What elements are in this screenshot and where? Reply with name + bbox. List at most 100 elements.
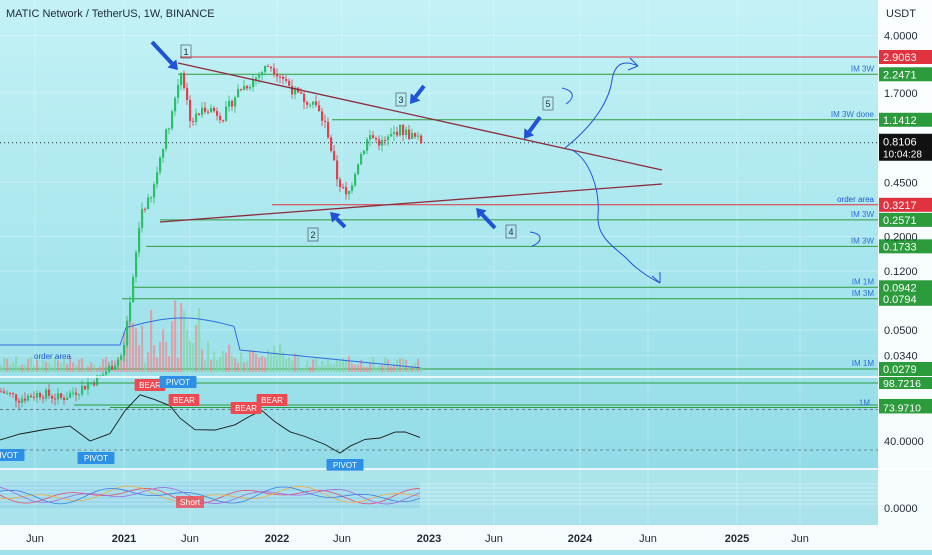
x-tick-label: 2021 xyxy=(112,533,136,545)
level-price-badge xyxy=(879,291,932,306)
volume-bar xyxy=(42,360,45,372)
candle-body xyxy=(132,277,135,303)
volume-bar xyxy=(156,357,159,372)
candle-body xyxy=(408,129,411,140)
volume-bar xyxy=(6,358,9,372)
volume-bar xyxy=(351,363,354,372)
volume-bar xyxy=(363,366,366,372)
level-price-badge xyxy=(879,362,932,376)
volume-bar xyxy=(288,357,291,372)
volume-bar xyxy=(195,325,198,372)
candle-body xyxy=(231,101,234,107)
pivot-signal-badge xyxy=(326,459,364,471)
wave-marker-box xyxy=(542,96,554,111)
candle-body xyxy=(222,120,225,122)
y-tick-label: 4.0000 xyxy=(884,31,918,43)
wave-marker-label: 4 xyxy=(508,227,513,237)
candle-body xyxy=(345,187,348,195)
candle-body xyxy=(288,80,291,86)
volume-bar xyxy=(177,357,180,372)
level-price-label: 0.0279 xyxy=(883,364,917,376)
candle-body xyxy=(96,375,99,386)
signal-label: BEAR xyxy=(261,396,283,405)
countdown-label: 10:04:28 xyxy=(883,150,922,161)
candle-body xyxy=(270,66,273,69)
candle-body xyxy=(180,73,183,86)
descending-trendline[interactable] xyxy=(177,62,663,171)
oscillator-layer: 98.721676.504573.97101M40.0000BEARPIVOTB… xyxy=(0,376,932,471)
volume-bar xyxy=(96,367,99,372)
annotation-arrow-shaft xyxy=(527,115,542,133)
volume-bar xyxy=(357,364,360,372)
candle-body xyxy=(291,85,294,95)
level-price-badge xyxy=(879,212,932,227)
candle-body xyxy=(363,150,366,154)
grid-layer xyxy=(0,0,878,525)
x-tick-label: Jun xyxy=(639,533,657,545)
candle-body xyxy=(219,115,222,121)
volume-bar xyxy=(60,363,63,372)
volume-bar xyxy=(234,358,237,372)
candle-body xyxy=(6,392,9,394)
candle-body xyxy=(384,140,387,142)
volume-bar xyxy=(72,362,75,372)
candle-body xyxy=(84,385,87,390)
candle-body xyxy=(360,153,363,165)
time-axis-panel xyxy=(0,525,932,550)
wave-marker-box xyxy=(395,92,407,107)
volume-bar xyxy=(348,356,351,372)
x-tick-label: Jun xyxy=(333,533,351,545)
bear-signal-badge xyxy=(168,394,200,406)
candle-body xyxy=(93,382,96,386)
candle-body xyxy=(210,107,213,113)
signal-label: PIVOT xyxy=(166,378,190,387)
volume-bar xyxy=(144,362,147,372)
bear-signal-badge xyxy=(256,394,288,406)
candle-body xyxy=(354,174,357,186)
candle-body xyxy=(315,101,318,106)
ascending-trendline[interactable] xyxy=(159,183,663,223)
candle-body xyxy=(312,101,315,105)
volume-bar xyxy=(192,343,195,372)
volume-ma-line xyxy=(0,317,421,369)
volume-bar xyxy=(231,355,234,372)
bear-signal-badge xyxy=(230,402,262,414)
volume-bar xyxy=(99,366,102,372)
candle-body xyxy=(18,400,21,403)
volume-bar xyxy=(183,310,186,372)
candle-body xyxy=(171,111,174,129)
signal-label: BEAR xyxy=(235,404,257,413)
candle-body xyxy=(168,128,171,130)
candle-body xyxy=(108,365,111,372)
volume-bar xyxy=(249,349,252,372)
volume-bar xyxy=(318,366,321,372)
volume-bar xyxy=(366,367,369,372)
projection-up-path xyxy=(564,57,639,149)
osc-level-label: 98.7216 xyxy=(883,378,921,390)
drawings-layer: 1 2 3 4 5 order area xyxy=(34,40,663,361)
volume-bar xyxy=(45,362,48,372)
pivot-signal-badge xyxy=(159,376,197,388)
candle-body xyxy=(9,392,12,394)
volume-bar xyxy=(30,356,33,372)
candle-body xyxy=(186,88,189,101)
candle-body xyxy=(3,391,6,394)
price-axis-unit: USDT xyxy=(886,8,916,20)
candle-body xyxy=(39,392,42,398)
level-price-label: 2.2471 xyxy=(883,69,917,81)
volume-bar xyxy=(411,365,414,372)
candle-body xyxy=(21,398,24,403)
chart-title: MATIC Network / TetherUS, 1W, BINANCE xyxy=(6,8,215,20)
volume-bar xyxy=(339,361,342,372)
candle-body xyxy=(252,79,255,88)
candle-body xyxy=(63,397,66,401)
volume-bar xyxy=(222,350,225,372)
signal-label: PIVOT xyxy=(333,461,357,470)
candle-body xyxy=(198,113,201,115)
candle-body xyxy=(27,395,30,401)
pivot-signal-badge xyxy=(77,452,115,464)
volume-bar xyxy=(297,354,300,372)
candle-body xyxy=(309,104,312,106)
wave-marker-box xyxy=(307,227,319,242)
